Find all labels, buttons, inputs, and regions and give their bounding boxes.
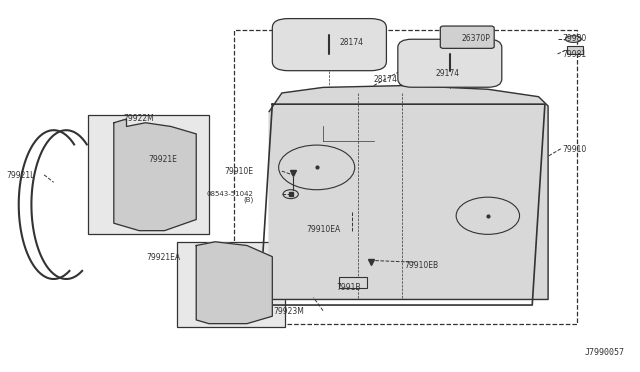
Text: 7991B: 7991B	[337, 283, 361, 292]
Text: 79921E: 79921E	[148, 155, 177, 164]
Text: 26370P: 26370P	[461, 34, 490, 43]
Text: J7990057: J7990057	[584, 348, 624, 357]
Bar	[339, 277, 367, 288]
Text: 79921L: 79921L	[6, 171, 35, 180]
Text: 79923M: 79923M	[273, 307, 304, 316]
Polygon shape	[114, 119, 196, 231]
Text: 79910EB: 79910EB	[404, 261, 438, 270]
Text: 79980: 79980	[563, 34, 587, 43]
Text: 08543-51042: 08543-51042	[207, 191, 253, 197]
Text: (B): (B)	[243, 197, 253, 203]
Text: 79981: 79981	[563, 50, 587, 59]
Text: 79922M: 79922M	[124, 114, 154, 123]
Text: 79910: 79910	[563, 145, 587, 154]
Text: 79910EA: 79910EA	[307, 225, 340, 234]
Bar	[567, 46, 583, 54]
Bar	[177, 242, 285, 327]
Text: 28174: 28174	[374, 75, 397, 84]
FancyBboxPatch shape	[398, 39, 502, 87]
Text: 29174: 29174	[436, 69, 460, 78]
Text: 28174: 28174	[340, 38, 364, 46]
FancyBboxPatch shape	[440, 26, 494, 48]
Text: 79921EA: 79921EA	[147, 253, 180, 262]
Text: 79910E: 79910E	[224, 167, 253, 176]
Polygon shape	[196, 242, 272, 324]
Bar	[88, 115, 209, 234]
Polygon shape	[269, 86, 548, 299]
Ellipse shape	[566, 36, 581, 42]
Bar	[234, 30, 577, 324]
FancyBboxPatch shape	[272, 19, 387, 71]
